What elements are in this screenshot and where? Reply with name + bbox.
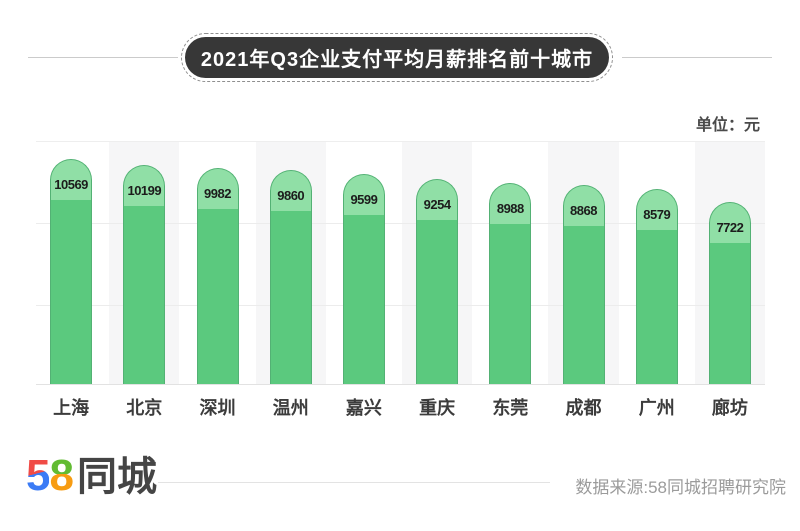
bar-cap	[51, 160, 92, 200]
bar-cap	[270, 171, 311, 211]
unit-label: 单位：元	[695, 117, 760, 134]
bar-value-label: 10569	[54, 177, 88, 192]
x-axis-label: 广州	[638, 398, 675, 418]
bar: 10569	[50, 159, 93, 384]
column-band: 8579	[621, 141, 692, 384]
x-axis-label: 廊坊	[711, 398, 748, 418]
bar: 9982	[196, 168, 239, 384]
gridline	[36, 305, 765, 306]
bar-value-label: 10199	[127, 183, 162, 198]
x-axis-label: 重庆	[419, 398, 456, 418]
bar: 10199	[123, 165, 166, 384]
bar-value-label: 7722	[716, 220, 744, 235]
logo-58tongcheng: 58 同城	[26, 452, 157, 510]
column-band: 9254	[402, 141, 473, 384]
logo-cn-text: 同城	[76, 455, 157, 499]
bar-value-label: 9599	[350, 192, 378, 207]
bar-value-label: 8579	[643, 207, 671, 222]
x-axis-label: 嘉兴	[345, 398, 382, 418]
column-band: 8988	[475, 141, 546, 384]
bar-value-label: 8868	[570, 203, 597, 218]
bar-cap	[417, 180, 458, 220]
bar-value-label: 9254	[423, 197, 451, 212]
bar-cap	[343, 175, 384, 215]
x-axis-label: 成都	[565, 398, 602, 418]
logo-digit-5: 5	[26, 451, 51, 500]
bar-value-label: 9860	[277, 188, 305, 203]
footer-divider	[158, 482, 550, 483]
x-axis-labels: 上海 北京 深圳 温州 嘉兴 重庆 东莞 成都 广州 廊坊	[36, 394, 765, 420]
logo-digit-8: 8	[49, 451, 74, 500]
bar-cap	[490, 184, 531, 224]
title-connector-line-left	[28, 57, 178, 58]
bar: 9599	[342, 174, 385, 384]
chart-title-pill: 2021年Q3企业支付平均月薪排名前十城市	[181, 33, 613, 82]
x-axis-label: 上海	[53, 398, 90, 418]
bar-cap	[636, 190, 677, 230]
x-axis-label: 温州	[272, 398, 309, 418]
gridline	[36, 141, 765, 142]
x-axis-label: 深圳	[199, 398, 236, 418]
column-band: 9982	[182, 141, 253, 384]
gridline	[36, 223, 765, 224]
bar: 7722	[708, 202, 751, 384]
data-source-label: 数据来源:58同城招聘研究院	[575, 478, 786, 497]
column-band: 10199	[109, 141, 180, 384]
bar-cap	[563, 186, 604, 226]
bar: 8988	[489, 183, 532, 384]
chart-title: 2021年Q3企业支付平均月薪排名前十城市	[185, 37, 609, 78]
bar-value-label: 8988	[496, 201, 524, 216]
bar-cap	[709, 203, 750, 243]
bar-cap	[197, 169, 238, 209]
bar: 9254	[416, 179, 459, 384]
title-connector-line-right	[622, 57, 772, 58]
bar-cap	[124, 166, 165, 206]
bar-chart: 10569 10199 9982 9860 9599 9254 8988 8868 8579 77…	[36, 141, 766, 385]
x-axis-label: 北京	[126, 398, 163, 418]
bar-value-label: 9982	[204, 186, 231, 201]
column-band: 8868	[548, 141, 619, 384]
bar: 9860	[269, 170, 312, 384]
column-band: 10569	[36, 141, 107, 384]
column-band: 7722	[694, 141, 766, 384]
bar: 8868	[562, 185, 605, 384]
column-band: 9599	[328, 141, 400, 384]
column-band: 9860	[255, 141, 326, 384]
bar: 8579	[635, 189, 678, 384]
x-axis-label: 东莞	[492, 398, 529, 418]
